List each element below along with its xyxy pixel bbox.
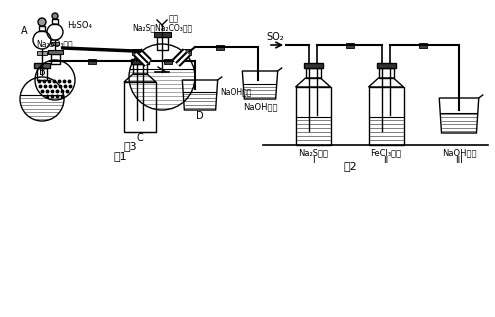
- Circle shape: [38, 18, 46, 26]
- Bar: [37, 68, 47, 80]
- Text: 图3: 图3: [123, 141, 137, 151]
- Bar: [50, 54, 59, 64]
- Bar: [88, 59, 96, 63]
- Text: Na₂S溶液: Na₂S溶液: [298, 148, 328, 157]
- Circle shape: [52, 13, 58, 19]
- Bar: [303, 63, 323, 68]
- Bar: [183, 49, 191, 55]
- Text: III: III: [455, 156, 463, 165]
- Bar: [418, 42, 427, 48]
- Text: NaOH溶液: NaOH溶液: [243, 102, 277, 111]
- Bar: [156, 37, 167, 50]
- Text: II: II: [383, 156, 389, 165]
- Text: H₂SO₄: H₂SO₄: [67, 22, 92, 30]
- Bar: [133, 64, 147, 74]
- Text: B: B: [39, 67, 46, 77]
- Text: A: A: [21, 26, 27, 36]
- Bar: [131, 59, 149, 64]
- Bar: [52, 19, 58, 24]
- Text: D: D: [196, 111, 204, 121]
- Bar: [164, 59, 172, 63]
- Text: C: C: [137, 133, 144, 143]
- Bar: [39, 26, 45, 31]
- Text: 图2: 图2: [343, 161, 357, 171]
- Bar: [305, 68, 320, 78]
- Bar: [296, 87, 331, 145]
- Text: FeCl₃溶液: FeCl₃溶液: [370, 148, 401, 157]
- Bar: [51, 42, 59, 45]
- Bar: [37, 51, 47, 55]
- Text: 搅拌: 搅拌: [169, 15, 179, 23]
- Text: I: I: [312, 156, 314, 165]
- Bar: [34, 63, 50, 68]
- Bar: [346, 42, 353, 48]
- Bar: [48, 50, 62, 54]
- Bar: [153, 32, 170, 37]
- Bar: [379, 68, 394, 78]
- Bar: [216, 45, 224, 50]
- Text: 图1: 图1: [113, 151, 127, 161]
- Text: Na₂SO₃固体: Na₂SO₃固体: [37, 39, 73, 48]
- Bar: [124, 82, 156, 132]
- Bar: [377, 63, 396, 68]
- Text: NaOH溶液: NaOH溶液: [442, 148, 476, 157]
- Bar: [368, 87, 403, 145]
- Text: SO₂: SO₂: [266, 32, 284, 42]
- Text: Na₂S、Na₂CO₃溶液: Na₂S、Na₂CO₃溶液: [132, 23, 192, 32]
- Bar: [132, 49, 141, 55]
- Text: NaOH溶液: NaOH溶液: [221, 87, 252, 96]
